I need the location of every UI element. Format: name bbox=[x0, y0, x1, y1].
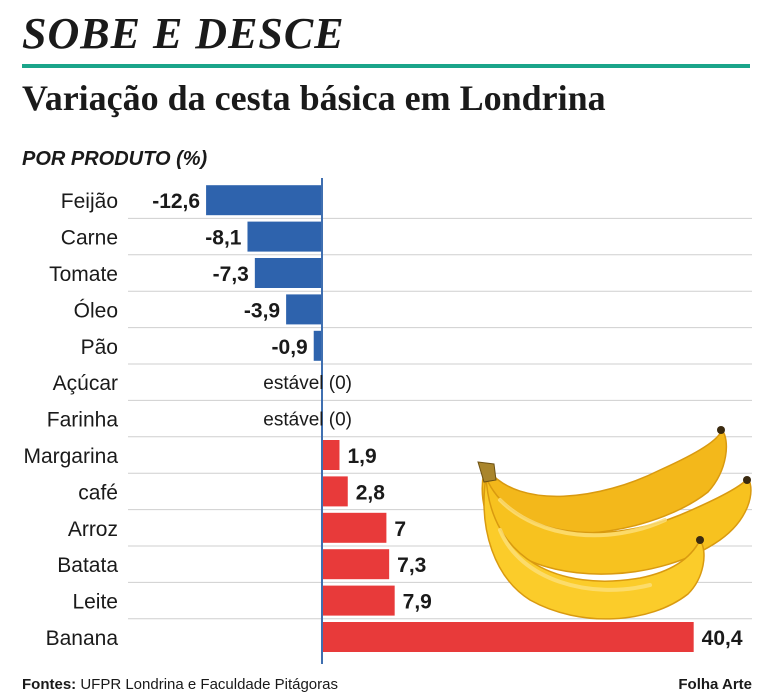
value-label: -7,3 bbox=[213, 263, 249, 286]
value-label: 1,9 bbox=[347, 445, 376, 468]
value-label: 7 bbox=[394, 518, 406, 541]
bar bbox=[322, 622, 694, 652]
bar bbox=[322, 585, 395, 616]
bar bbox=[254, 258, 322, 288]
category-label: Açúcar bbox=[53, 372, 118, 395]
value-label: -0,9 bbox=[272, 336, 308, 359]
bar bbox=[322, 440, 340, 470]
value-label: estável (0) bbox=[263, 410, 352, 431]
category-label: Pão bbox=[81, 336, 118, 359]
category-label: Farinha bbox=[47, 409, 119, 432]
value-label: estável (0) bbox=[263, 373, 352, 394]
category-labels: Feijão Carne Tomate Óleo Pão Açúcar Farinha Mar… bbox=[23, 190, 118, 650]
title-rule bbox=[22, 64, 750, 68]
bar bbox=[322, 512, 387, 543]
value-labels: -12,6-8,1 -7,3 -3,9 -0,9 estável (0) estável … bbox=[152, 190, 743, 650]
chart-subtitle: POR PRODUTO (%) bbox=[22, 148, 208, 170]
sources-text: UFPR Londrina e Faculdade Pitágoras bbox=[80, 676, 338, 693]
bar bbox=[206, 185, 322, 216]
category-label: Banana bbox=[46, 627, 119, 650]
banana-illustration bbox=[477, 426, 752, 620]
category-label: Tomate bbox=[49, 263, 118, 286]
credit-label: Folha Arte bbox=[678, 676, 752, 693]
page-title: Variação da cesta básica em Londrina bbox=[22, 78, 606, 118]
category-label: Batata bbox=[57, 554, 118, 577]
value-label: -12,6 bbox=[152, 190, 200, 213]
category-label: Leite bbox=[72, 591, 118, 614]
bar bbox=[286, 294, 322, 325]
category-label: Óleo bbox=[74, 299, 118, 322]
value-label: 7,3 bbox=[397, 554, 426, 577]
value-label: -3,9 bbox=[244, 299, 280, 322]
value-label: 40,4 bbox=[702, 627, 743, 650]
kicker-title: SOBE E DESCE bbox=[22, 9, 345, 58]
bars bbox=[206, 185, 694, 652]
sources-label: Fontes: bbox=[22, 676, 77, 693]
category-label: Feijão bbox=[61, 190, 118, 213]
value-label: 7,9 bbox=[403, 591, 432, 614]
category-label: café bbox=[78, 481, 118, 504]
category-label: Arroz bbox=[68, 518, 118, 541]
sources-note: Fontes: UFPR Londrina e Faculdade Pitágo… bbox=[22, 676, 338, 694]
value-label: 2,8 bbox=[356, 481, 386, 504]
category-label: Carne bbox=[61, 227, 118, 250]
bar bbox=[322, 476, 348, 507]
bar bbox=[313, 330, 322, 361]
bar bbox=[322, 549, 390, 580]
bar bbox=[247, 221, 322, 252]
value-label: -8,1 bbox=[205, 227, 242, 250]
category-label: Margarina bbox=[23, 445, 118, 468]
